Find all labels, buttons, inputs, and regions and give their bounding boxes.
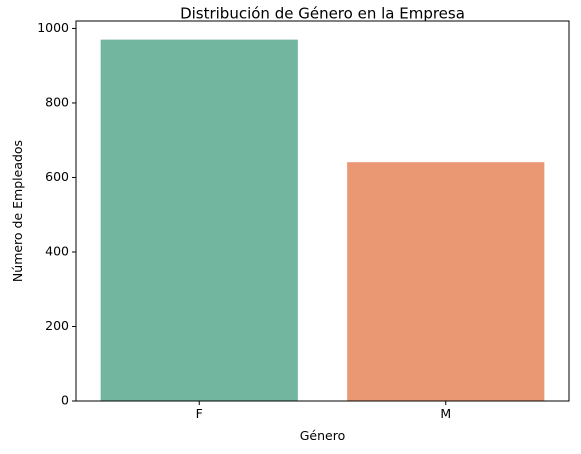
y-tick-label: 0 — [61, 393, 69, 408]
y-tick-label: 400 — [45, 243, 69, 258]
chart-title: Distribución de Género en la Empresa — [180, 5, 465, 23]
bar-m — [347, 162, 545, 401]
bars-group — [100, 39, 545, 402]
y-tick-label: 600 — [45, 169, 69, 184]
bar-f — [100, 39, 298, 402]
x-axis-label: Género — [300, 428, 346, 443]
y-tick-label: 1000 — [37, 20, 69, 35]
plot-frame — [75, 20, 570, 402]
y-axis-ticks: 0 200 400 600 800 1000 — [37, 20, 76, 408]
x-tick-label: F — [196, 406, 203, 421]
y-axis-label: Número de Empleados — [10, 140, 25, 282]
y-tick-label: 800 — [45, 94, 69, 109]
x-tick-label: M — [440, 406, 451, 421]
y-tick-label: 200 — [45, 318, 69, 333]
